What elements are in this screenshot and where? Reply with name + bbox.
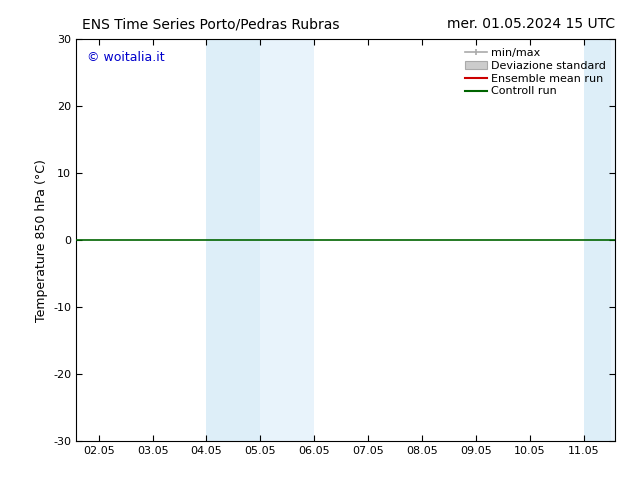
Text: mer. 01.05.2024 15 UTC: mer. 01.05.2024 15 UTC [447,17,615,31]
Text: ENS Time Series Porto/Pedras Rubras: ENS Time Series Porto/Pedras Rubras [82,17,340,31]
Y-axis label: Temperature 850 hPa (°C): Temperature 850 hPa (°C) [34,159,48,321]
Legend: min/max, Deviazione standard, Ensemble mean run, Controll run: min/max, Deviazione standard, Ensemble m… [461,45,609,100]
Bar [261,39,314,441]
Bar [207,39,261,441]
Bar [611,39,615,441]
Text: © woitalia.it: © woitalia.it [87,51,164,64]
Bar [584,39,611,441]
